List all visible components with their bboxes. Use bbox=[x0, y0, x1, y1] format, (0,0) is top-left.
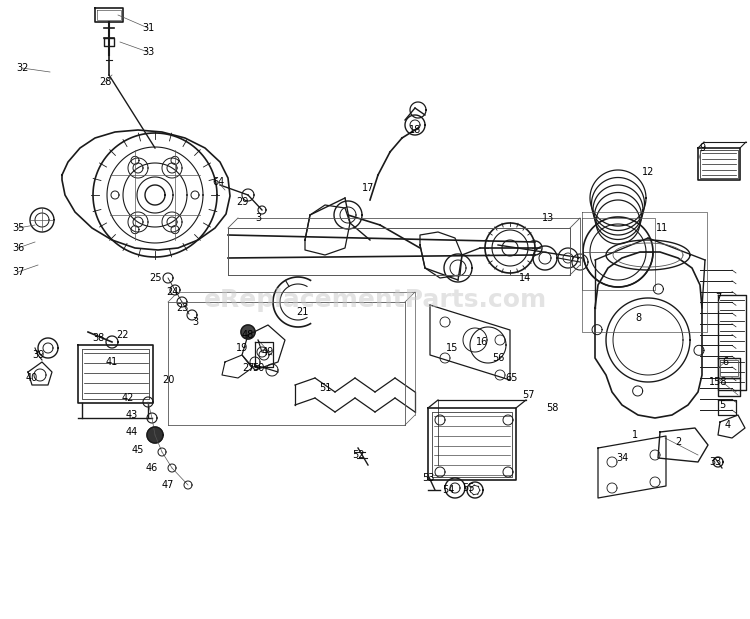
Text: 54: 54 bbox=[442, 485, 454, 495]
Text: 64: 64 bbox=[212, 177, 224, 187]
Text: 55: 55 bbox=[462, 483, 474, 493]
Text: 28: 28 bbox=[99, 77, 111, 87]
Text: 3: 3 bbox=[192, 317, 198, 327]
Text: 50: 50 bbox=[252, 363, 264, 373]
Text: 16: 16 bbox=[476, 337, 488, 347]
Polygon shape bbox=[241, 325, 255, 339]
Text: 15: 15 bbox=[446, 343, 458, 353]
Text: 32: 32 bbox=[16, 63, 28, 73]
Text: 41: 41 bbox=[106, 357, 118, 367]
Text: 23: 23 bbox=[176, 303, 188, 313]
Text: 53: 53 bbox=[422, 473, 434, 483]
Text: 37: 37 bbox=[12, 267, 24, 277]
Text: 49: 49 bbox=[262, 347, 274, 357]
Text: 48: 48 bbox=[242, 330, 254, 340]
Text: 52: 52 bbox=[352, 450, 364, 460]
Text: 21: 21 bbox=[296, 307, 308, 317]
Text: 33: 33 bbox=[142, 47, 154, 57]
Text: 19: 19 bbox=[236, 343, 248, 353]
Text: 22: 22 bbox=[116, 330, 128, 340]
Text: eReplacementParts.com: eReplacementParts.com bbox=[203, 287, 547, 311]
Text: 46: 46 bbox=[146, 463, 158, 473]
Text: 7: 7 bbox=[715, 293, 722, 303]
Text: 45: 45 bbox=[132, 445, 144, 455]
Text: 51: 51 bbox=[319, 383, 332, 393]
Text: 43: 43 bbox=[126, 410, 138, 420]
Text: 56: 56 bbox=[492, 353, 504, 363]
Text: 1: 1 bbox=[632, 430, 638, 440]
Text: 11: 11 bbox=[656, 223, 668, 233]
Text: 47: 47 bbox=[162, 480, 174, 490]
Text: 29: 29 bbox=[236, 197, 248, 207]
Text: 8: 8 bbox=[635, 313, 641, 323]
Text: 13: 13 bbox=[542, 213, 554, 223]
Polygon shape bbox=[147, 427, 163, 443]
Text: 65: 65 bbox=[506, 373, 518, 383]
Text: 58: 58 bbox=[546, 403, 558, 413]
Text: 31: 31 bbox=[142, 23, 154, 33]
Text: 34: 34 bbox=[616, 453, 628, 463]
Text: 6: 6 bbox=[722, 357, 728, 367]
Text: 5: 5 bbox=[718, 400, 725, 410]
Text: 42: 42 bbox=[122, 393, 134, 403]
Text: 158: 158 bbox=[709, 377, 728, 387]
Text: 18: 18 bbox=[409, 125, 422, 135]
Text: 3: 3 bbox=[255, 213, 261, 223]
Text: 39: 39 bbox=[32, 350, 44, 360]
Text: 40: 40 bbox=[26, 373, 38, 383]
Text: 33: 33 bbox=[709, 457, 722, 467]
Text: 12: 12 bbox=[642, 167, 654, 177]
Text: 36: 36 bbox=[12, 243, 24, 253]
Text: 35: 35 bbox=[12, 223, 24, 233]
Text: 4: 4 bbox=[725, 420, 731, 430]
Text: 20: 20 bbox=[162, 375, 174, 385]
Text: 25: 25 bbox=[148, 273, 161, 283]
Text: 38: 38 bbox=[92, 333, 104, 343]
Text: 14: 14 bbox=[519, 273, 531, 283]
Text: 24: 24 bbox=[166, 287, 178, 297]
Text: 17: 17 bbox=[362, 183, 374, 193]
Text: 27: 27 bbox=[242, 363, 254, 373]
Text: 57: 57 bbox=[522, 390, 534, 400]
Text: 9: 9 bbox=[699, 143, 705, 153]
Text: 2: 2 bbox=[675, 437, 681, 447]
Text: 44: 44 bbox=[126, 427, 138, 437]
